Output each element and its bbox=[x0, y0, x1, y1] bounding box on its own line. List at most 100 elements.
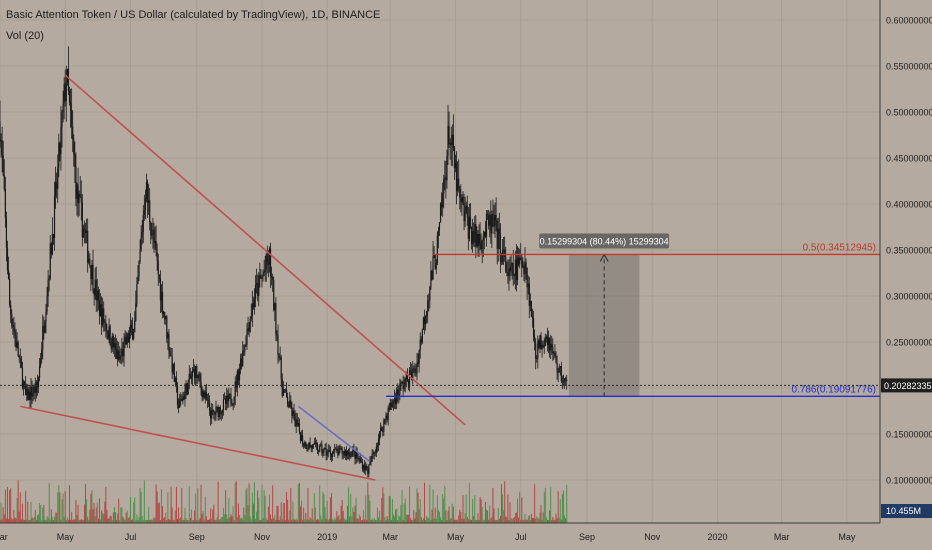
candle-body bbox=[448, 125, 450, 145]
volume-bar bbox=[536, 516, 538, 523]
volume-bar bbox=[137, 519, 139, 523]
candle-body bbox=[251, 303, 253, 317]
candle-body bbox=[531, 316, 534, 318]
volume-bar bbox=[116, 519, 118, 523]
candle-body bbox=[14, 330, 16, 336]
volume-bar bbox=[191, 519, 193, 523]
candle-body bbox=[189, 373, 191, 379]
candle-body bbox=[508, 268, 510, 277]
candle-body bbox=[542, 344, 544, 348]
volume-bar bbox=[28, 519, 30, 523]
volume-bar bbox=[326, 500, 328, 523]
last-volume-value: 10.455M bbox=[886, 506, 921, 516]
volume-bar bbox=[498, 518, 500, 523]
trendline-wedge-upper[interactable] bbox=[297, 405, 371, 463]
volume-bar bbox=[341, 499, 343, 523]
candle-body bbox=[352, 449, 354, 452]
candle-body bbox=[4, 188, 6, 218]
volume-bar bbox=[368, 494, 370, 523]
candle-body bbox=[436, 235, 438, 263]
candle-body bbox=[204, 391, 206, 398]
volume-bar bbox=[219, 519, 221, 523]
candle-body bbox=[231, 404, 233, 406]
candle-body bbox=[302, 435, 304, 445]
candle-body bbox=[75, 166, 77, 199]
volume-bar bbox=[503, 510, 505, 523]
candle-body bbox=[206, 399, 209, 401]
volume-bar bbox=[160, 489, 162, 523]
volume-bar bbox=[150, 519, 152, 523]
volume-bar bbox=[104, 501, 106, 523]
candle-body bbox=[465, 205, 467, 211]
volume-bar bbox=[474, 495, 476, 523]
candle-body bbox=[505, 256, 507, 272]
candle-body bbox=[354, 451, 356, 459]
candle-body bbox=[338, 447, 340, 455]
volume-bar bbox=[561, 493, 563, 523]
candle-body bbox=[452, 134, 454, 148]
volume-bar bbox=[11, 518, 13, 523]
candle-body bbox=[242, 350, 244, 366]
price-tick-label: 0.45000000 bbox=[886, 154, 932, 164]
volume-bar bbox=[220, 517, 222, 523]
candle-body bbox=[104, 322, 106, 324]
candle-body bbox=[18, 356, 20, 358]
candle-body bbox=[33, 386, 35, 393]
trendline-descending-support[interactable] bbox=[20, 405, 376, 481]
candle-body bbox=[418, 350, 420, 365]
candle-body bbox=[413, 368, 415, 370]
candle-body bbox=[36, 381, 39, 388]
candle-body bbox=[76, 184, 78, 199]
candle-body bbox=[230, 394, 232, 405]
candle-body bbox=[392, 401, 395, 404]
volume-bar bbox=[428, 518, 430, 523]
volume-bar bbox=[486, 509, 488, 523]
time-tick-label: Sep bbox=[579, 532, 595, 542]
candle-body bbox=[390, 402, 392, 407]
trendline-descending-resistance[interactable] bbox=[64, 74, 466, 426]
candle-body bbox=[478, 233, 480, 247]
candle-body bbox=[66, 68, 68, 83]
volume-bar bbox=[324, 506, 326, 523]
candle-body bbox=[525, 262, 527, 268]
volume-bar bbox=[334, 517, 336, 523]
candle-body bbox=[484, 231, 487, 237]
candle-body bbox=[45, 311, 47, 322]
candle-body bbox=[58, 143, 60, 168]
volume-bar bbox=[497, 508, 499, 523]
candle-body bbox=[55, 182, 57, 197]
candle-body bbox=[49, 243, 51, 279]
candle-body bbox=[252, 303, 255, 308]
candle-body bbox=[263, 272, 265, 274]
candle-body bbox=[537, 340, 539, 359]
volume-bar bbox=[32, 518, 34, 523]
candle-body bbox=[27, 388, 29, 401]
volume-bar bbox=[241, 517, 243, 523]
measure-label-bg bbox=[539, 233, 670, 249]
candle-body bbox=[100, 304, 103, 325]
last-volume-tag bbox=[881, 504, 932, 518]
candle-body bbox=[197, 375, 199, 379]
volume-bar bbox=[566, 484, 568, 523]
candle-body bbox=[429, 286, 431, 301]
volume-bar bbox=[266, 519, 268, 523]
volume-bar bbox=[189, 518, 191, 523]
volume-bar bbox=[149, 520, 151, 523]
volume-bar bbox=[473, 515, 475, 523]
candle-body bbox=[282, 389, 284, 396]
candle-body bbox=[0, 140, 2, 142]
candle-body bbox=[346, 450, 349, 455]
time-tick-label: Sep bbox=[189, 532, 205, 542]
volume-bar bbox=[270, 514, 272, 523]
candle-body bbox=[444, 177, 446, 179]
candle-body bbox=[534, 336, 536, 344]
candle-body bbox=[469, 216, 472, 228]
volume-bar bbox=[21, 503, 23, 523]
volume-bar bbox=[433, 518, 435, 523]
candle-body bbox=[34, 386, 36, 393]
volume-bar bbox=[119, 519, 121, 523]
volume-bar bbox=[217, 481, 219, 523]
volume-bar bbox=[162, 506, 164, 523]
